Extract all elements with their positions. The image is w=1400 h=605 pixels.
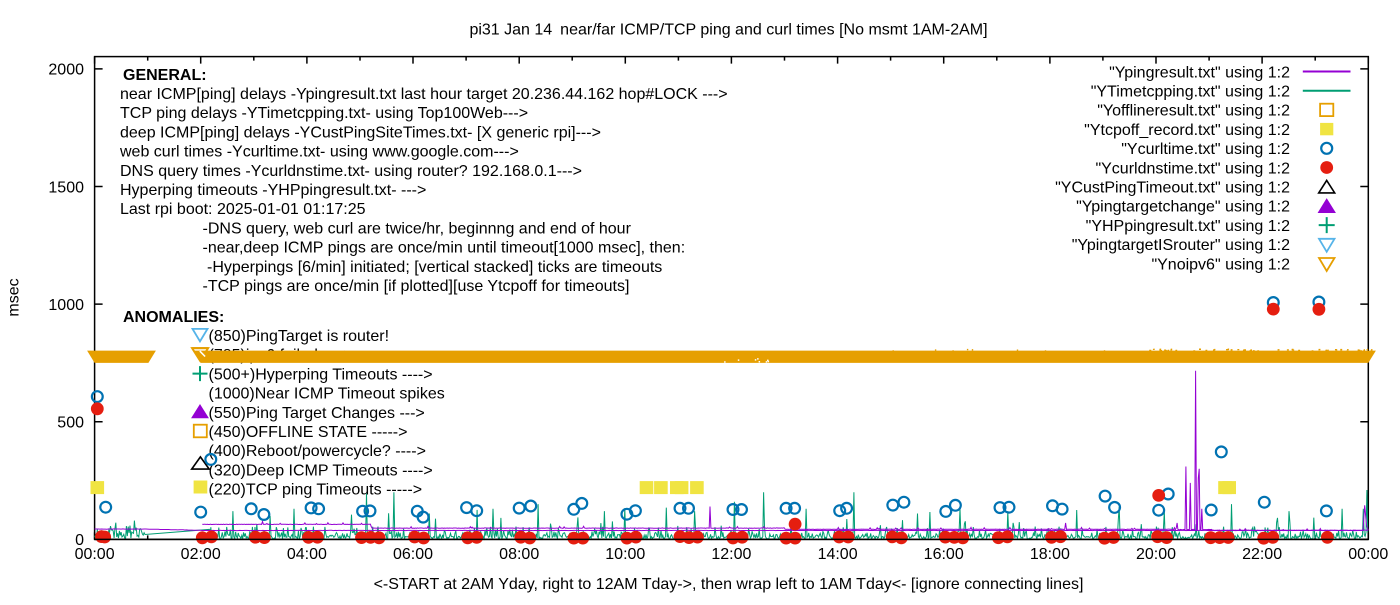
svg-text:"Ypingresult.txt" using 1:2: "Ypingresult.txt" using 1:2 bbox=[1109, 64, 1290, 81]
svg-text:(320)Deep ICMP Timeouts ---->: (320)Deep ICMP Timeouts ----> bbox=[209, 462, 433, 479]
svg-text:<-START at 2AM Yday, right to: <-START at 2AM Yday, right to 12AM Tday-… bbox=[374, 576, 1084, 593]
svg-text:-Hyperpings [6/min] initiated;: -Hyperpings [6/min] initiated; [vertical… bbox=[207, 259, 662, 276]
svg-text:"YpingtargetISrouter" using 1:: "YpingtargetISrouter" using 1:2 bbox=[1072, 237, 1290, 254]
svg-text:500: 500 bbox=[57, 415, 84, 432]
svg-text:web curl times -Ycurltime.txt-: web curl times -Ycurltime.txt- using www… bbox=[119, 144, 519, 161]
svg-text:"YTimetcpping.txt" using 1:2: "YTimetcpping.txt" using 1:2 bbox=[1091, 84, 1290, 101]
svg-text:-near,deep ICMP pings are once: -near,deep ICMP pings are once/min until… bbox=[203, 240, 686, 257]
svg-text:18:00: 18:00 bbox=[1030, 546, 1070, 563]
svg-text:"Ycurldnstime.txt" using 1:2: "Ycurldnstime.txt" using 1:2 bbox=[1095, 160, 1290, 177]
svg-text:(1000)Near ICMP Timeout spikes: (1000)Near ICMP Timeout spikes bbox=[209, 386, 445, 403]
svg-text:deep ICMP[ping] delays -YCustP: deep ICMP[ping] delays -YCustPingSiteTim… bbox=[120, 124, 601, 141]
svg-text:-DNS query, web curl are twice: -DNS query, web curl are twice/hr, begin… bbox=[203, 220, 632, 237]
svg-text:"Ynoipv6" using 1:2: "Ynoipv6" using 1:2 bbox=[1151, 256, 1290, 273]
svg-text:GENERAL:: GENERAL: bbox=[123, 67, 207, 84]
svg-text:1500: 1500 bbox=[48, 179, 84, 196]
svg-text:ANOMALIES:: ANOMALIES: bbox=[123, 309, 224, 326]
svg-text:(550)Ping Target Changes --->: (550)Ping Target Changes ---> bbox=[209, 405, 425, 422]
svg-text:(850)PingTarget is router!: (850)PingTarget is router! bbox=[209, 328, 390, 345]
svg-text:08:00: 08:00 bbox=[499, 546, 539, 563]
svg-text:22:00: 22:00 bbox=[1242, 546, 1282, 563]
svg-text:00:00: 00:00 bbox=[1348, 546, 1388, 563]
svg-text:2000: 2000 bbox=[48, 62, 84, 79]
svg-text:16:00: 16:00 bbox=[924, 546, 964, 563]
svg-text:1000: 1000 bbox=[48, 297, 84, 314]
svg-text:(220)TCP ping Timeouts ----->: (220)TCP ping Timeouts -----> bbox=[209, 482, 423, 499]
svg-text:12:00: 12:00 bbox=[711, 546, 751, 563]
svg-text:"Ytcpoff_record.txt" using 1:2: "Ytcpoff_record.txt" using 1:2 bbox=[1084, 122, 1290, 139]
svg-text:Last rpi boot: 2025-01-01 01:1: Last rpi boot: 2025-01-01 01:17:25 bbox=[120, 201, 366, 218]
svg-text:-TCP pings are once/min [if pl: -TCP pings are once/min [if plotted][use… bbox=[203, 278, 630, 295]
svg-text:14:00: 14:00 bbox=[818, 546, 858, 563]
svg-text:"YCustPingTimeout.txt" using 1: "YCustPingTimeout.txt" using 1:2 bbox=[1055, 180, 1290, 197]
svg-text:(500+)Hyperping Timeouts ---->: (500+)Hyperping Timeouts ----> bbox=[209, 366, 433, 383]
svg-text:(450)OFFLINE STATE ----->: (450)OFFLINE STATE -----> bbox=[209, 424, 408, 441]
svg-text:"Yofflineresult.txt" using 1:2: "Yofflineresult.txt" using 1:2 bbox=[1097, 103, 1290, 120]
svg-text:"Ypingtargetchange" using 1:2: "Ypingtargetchange" using 1:2 bbox=[1076, 199, 1290, 216]
svg-text:06:00: 06:00 bbox=[393, 546, 433, 563]
svg-text:10:00: 10:00 bbox=[605, 546, 645, 563]
svg-text:near ICMP[ping] delays -Ypingr: near ICMP[ping] delays -Ypingresult.txt … bbox=[120, 86, 728, 103]
svg-text:DNS query times -Ycurldnstime.: DNS query times -Ycurldnstime.txt- using… bbox=[120, 163, 582, 180]
svg-text:msec: msec bbox=[5, 278, 22, 316]
svg-text:0: 0 bbox=[75, 532, 84, 549]
svg-text:02:00: 02:00 bbox=[181, 546, 221, 563]
svg-text:00:00: 00:00 bbox=[75, 546, 115, 563]
svg-text:"YHPpingresult.txt" using 1:2: "YHPpingresult.txt" using 1:2 bbox=[1086, 218, 1290, 235]
svg-text:TCP ping delays -YTimetcpping.: TCP ping delays -YTimetcpping.txt- using… bbox=[120, 105, 528, 122]
svg-text:04:00: 04:00 bbox=[287, 546, 327, 563]
svg-text:"Ycurltime.txt" using 1:2: "Ycurltime.txt" using 1:2 bbox=[1121, 141, 1290, 158]
svg-text:(400)Reboot/powercycle? ---->: (400)Reboot/powercycle? ----> bbox=[209, 443, 426, 460]
svg-text:20:00: 20:00 bbox=[1136, 546, 1176, 563]
svg-text:Hyperping timeouts -YHPpingres: Hyperping timeouts -YHPpingresult.txt- -… bbox=[120, 182, 426, 199]
svg-text:pi31 Jan 14 near/far ICMP/TCP: pi31 Jan 14 near/far ICMP/TCP ping and c… bbox=[469, 22, 987, 39]
